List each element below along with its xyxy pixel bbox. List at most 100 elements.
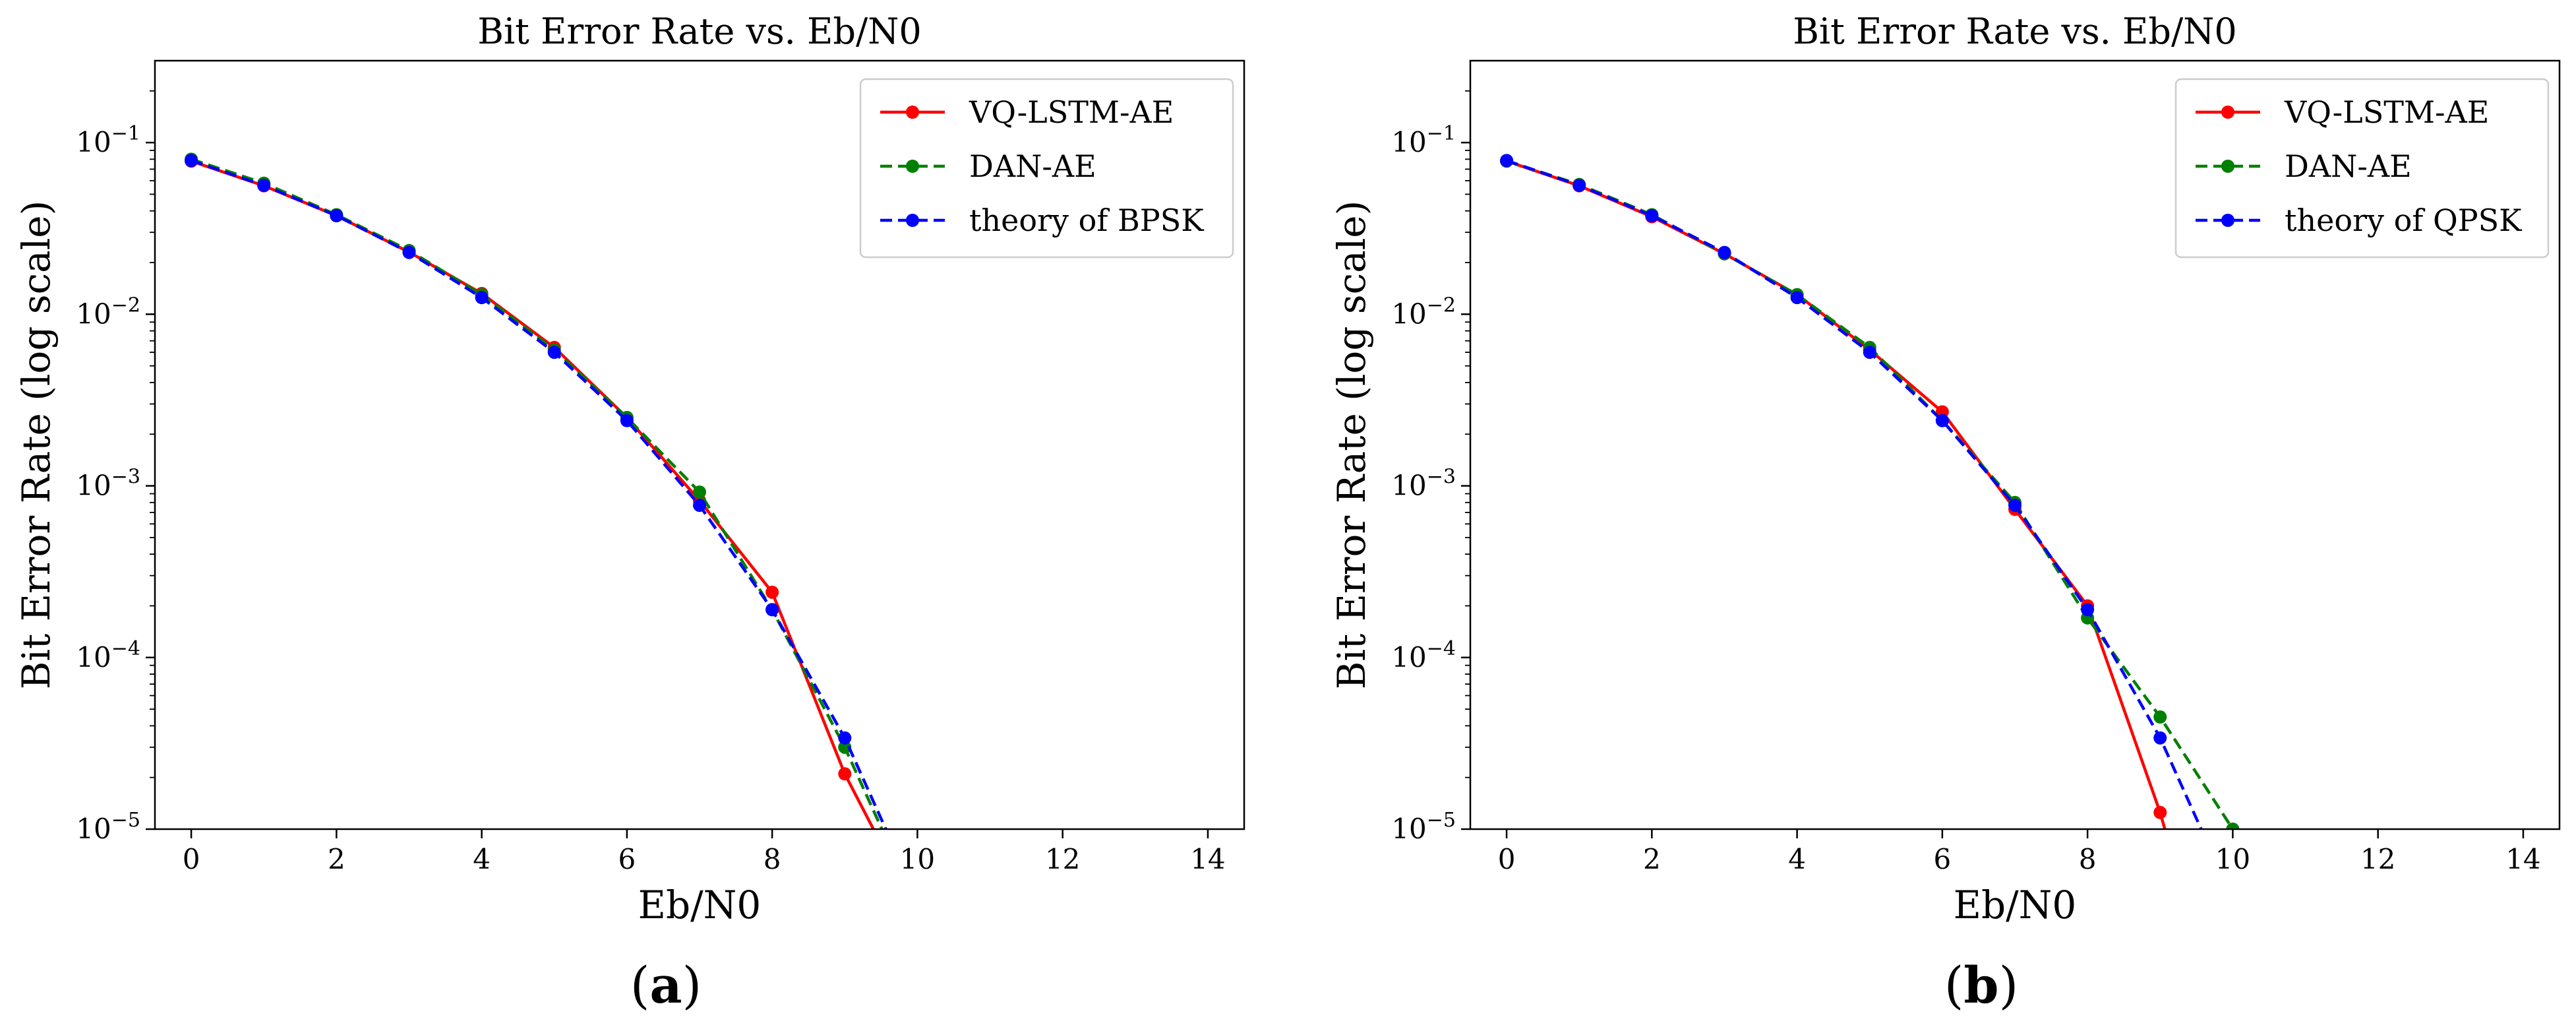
x-tick-label: 0: [1498, 843, 1516, 875]
x-tick-label: 6: [618, 843, 636, 875]
data-point-2-5: [1863, 346, 1876, 359]
y-tick-exponent: −4: [111, 637, 140, 660]
data-point-1-9: [2153, 710, 2167, 724]
y-tick-base: 10: [1391, 126, 1426, 158]
y-tick-base: 10: [76, 126, 111, 158]
data-point-0-10: [911, 908, 924, 921]
y-tick-base: 10: [76, 470, 111, 502]
legend-label-0: VQ-LSTM-AE: [969, 94, 1174, 130]
series-group: [185, 152, 924, 921]
y-tick-exponent: −4: [1427, 637, 1456, 660]
data-point-2-4: [1790, 291, 1804, 305]
panel-label: (b): [1944, 956, 2018, 1014]
data-point-0-9: [2153, 805, 2167, 819]
y-tick-exponent: −3: [1427, 466, 1456, 489]
plot-frame: [154, 59, 1245, 830]
legend-marker-1: [906, 160, 919, 173]
data-point-2-2: [330, 208, 344, 222]
legend-marker-2: [2221, 214, 2234, 227]
data-point-1-9: [838, 740, 852, 754]
data-point-2-4: [475, 291, 489, 305]
y-tick-label: 10−3: [76, 466, 140, 502]
x-tick-label: 8: [2079, 843, 2097, 875]
data-point-2-8: [765, 603, 779, 617]
y-tick-base: 10: [1391, 297, 1426, 330]
data-point-2-1: [257, 179, 271, 193]
x-tick-label: 10: [2215, 843, 2250, 875]
legend-label-1: DAN-AE: [969, 148, 1096, 184]
y-tick-base: 10: [1391, 813, 1426, 845]
data-point-1-7: [693, 485, 706, 499]
y-tick-base: 10: [76, 297, 111, 330]
y-tick-exponent: −1: [111, 122, 140, 145]
series-line-1: [1506, 160, 2234, 829]
x-tick-label: 0: [183, 843, 200, 875]
legend-box: [859, 78, 1234, 259]
legend-label-2: theory of BPSK: [969, 203, 1205, 238]
data-point-0-9: [838, 767, 852, 781]
legend-label-1: DAN-AE: [2285, 148, 2412, 184]
x-tick-label: 6: [1933, 843, 1951, 875]
data-point-0-8: [765, 585, 779, 599]
x-tick-label: 4: [1788, 843, 1806, 875]
chart-title: Bit Error Rate vs. Eb/N0: [477, 11, 922, 52]
x-tick-label: 2: [1643, 843, 1661, 875]
x-tick-label: 8: [764, 843, 781, 875]
series-line-0: [1506, 160, 2167, 829]
series-line-2: [1506, 159, 2203, 829]
y-tick-exponent: −5: [1427, 809, 1456, 832]
series-line-1: [191, 158, 884, 829]
y-tick-label: 10−4: [76, 637, 140, 673]
data-point-2-0: [1500, 154, 1514, 168]
panel-label-close: ): [682, 956, 702, 1014]
legend-label-2: theory of QPSK: [2285, 203, 2523, 238]
data-point-2-2: [1645, 208, 1659, 222]
series-line-0: [191, 160, 876, 829]
legend: VQ-LSTM-AE DAN-AE theory of QPSK: [2174, 78, 2550, 259]
y-tick-base: 10: [1391, 470, 1426, 502]
legend-marker-2: [906, 214, 919, 227]
y-tick-exponent: −2: [1427, 294, 1456, 317]
x-axis-label: Eb/N0: [1954, 883, 2077, 927]
chart-title: Bit Error Rate vs. Eb/N0: [1793, 11, 2237, 52]
y-tick-label: 10−2: [1391, 294, 1456, 330]
data-point-2-6: [620, 414, 634, 427]
y-tick-label: 10−5: [1391, 809, 1456, 845]
x-tick-label: 14: [1190, 843, 1225, 875]
legend-box: [2174, 78, 2550, 259]
panel-label: (a): [630, 956, 702, 1014]
y-axis-label: Bit Error Rate (log scale): [1329, 201, 1374, 689]
x-tick-label: 12: [2360, 843, 2395, 875]
y-tick-exponent: −5: [111, 809, 140, 832]
data-point-2-6: [1935, 414, 1949, 427]
x-tick-label: 2: [328, 843, 345, 875]
x-tick-label: 4: [473, 843, 491, 875]
y-tick-label: 10−3: [1391, 466, 1456, 502]
legend-label-0: VQ-LSTM-AE: [2284, 94, 2489, 130]
panel-label-letter: b: [1963, 956, 1998, 1014]
legend-marker-0: [906, 106, 919, 119]
y-tick-exponent: −2: [111, 294, 140, 317]
x-tick-label: 14: [2505, 843, 2540, 875]
data-point-2-5: [547, 346, 561, 359]
data-point-2-3: [402, 245, 416, 259]
x-axis-label: Eb/N0: [638, 883, 762, 927]
y-tick-base: 10: [76, 641, 111, 673]
y-tick-base: 10: [1391, 641, 1426, 673]
y-axis-label: Bit Error Rate (log scale): [14, 201, 59, 689]
data-point-2-9: [838, 731, 852, 745]
y-tick-exponent: −3: [111, 466, 140, 489]
legend: VQ-LSTM-AE DAN-AE theory of BPSK: [859, 78, 1234, 259]
y-tick-label: 10−2: [76, 294, 140, 330]
data-point-2-0: [185, 154, 198, 168]
chart-panel-b: Bit Error Rate vs. Eb/N00 2 4 6 8 10 12 1410−11…: [1329, 11, 2561, 1014]
data-point-1-10: [2226, 823, 2240, 829]
series-line-2: [191, 159, 887, 829]
data-point-2-10: [911, 892, 924, 906]
x-tick-label: 12: [1045, 843, 1080, 875]
panel-label-open: (: [1944, 956, 1964, 1014]
data-point-2-1: [1573, 179, 1586, 193]
plot-frame: [1469, 59, 2561, 830]
legend-marker-1: [2221, 160, 2234, 173]
